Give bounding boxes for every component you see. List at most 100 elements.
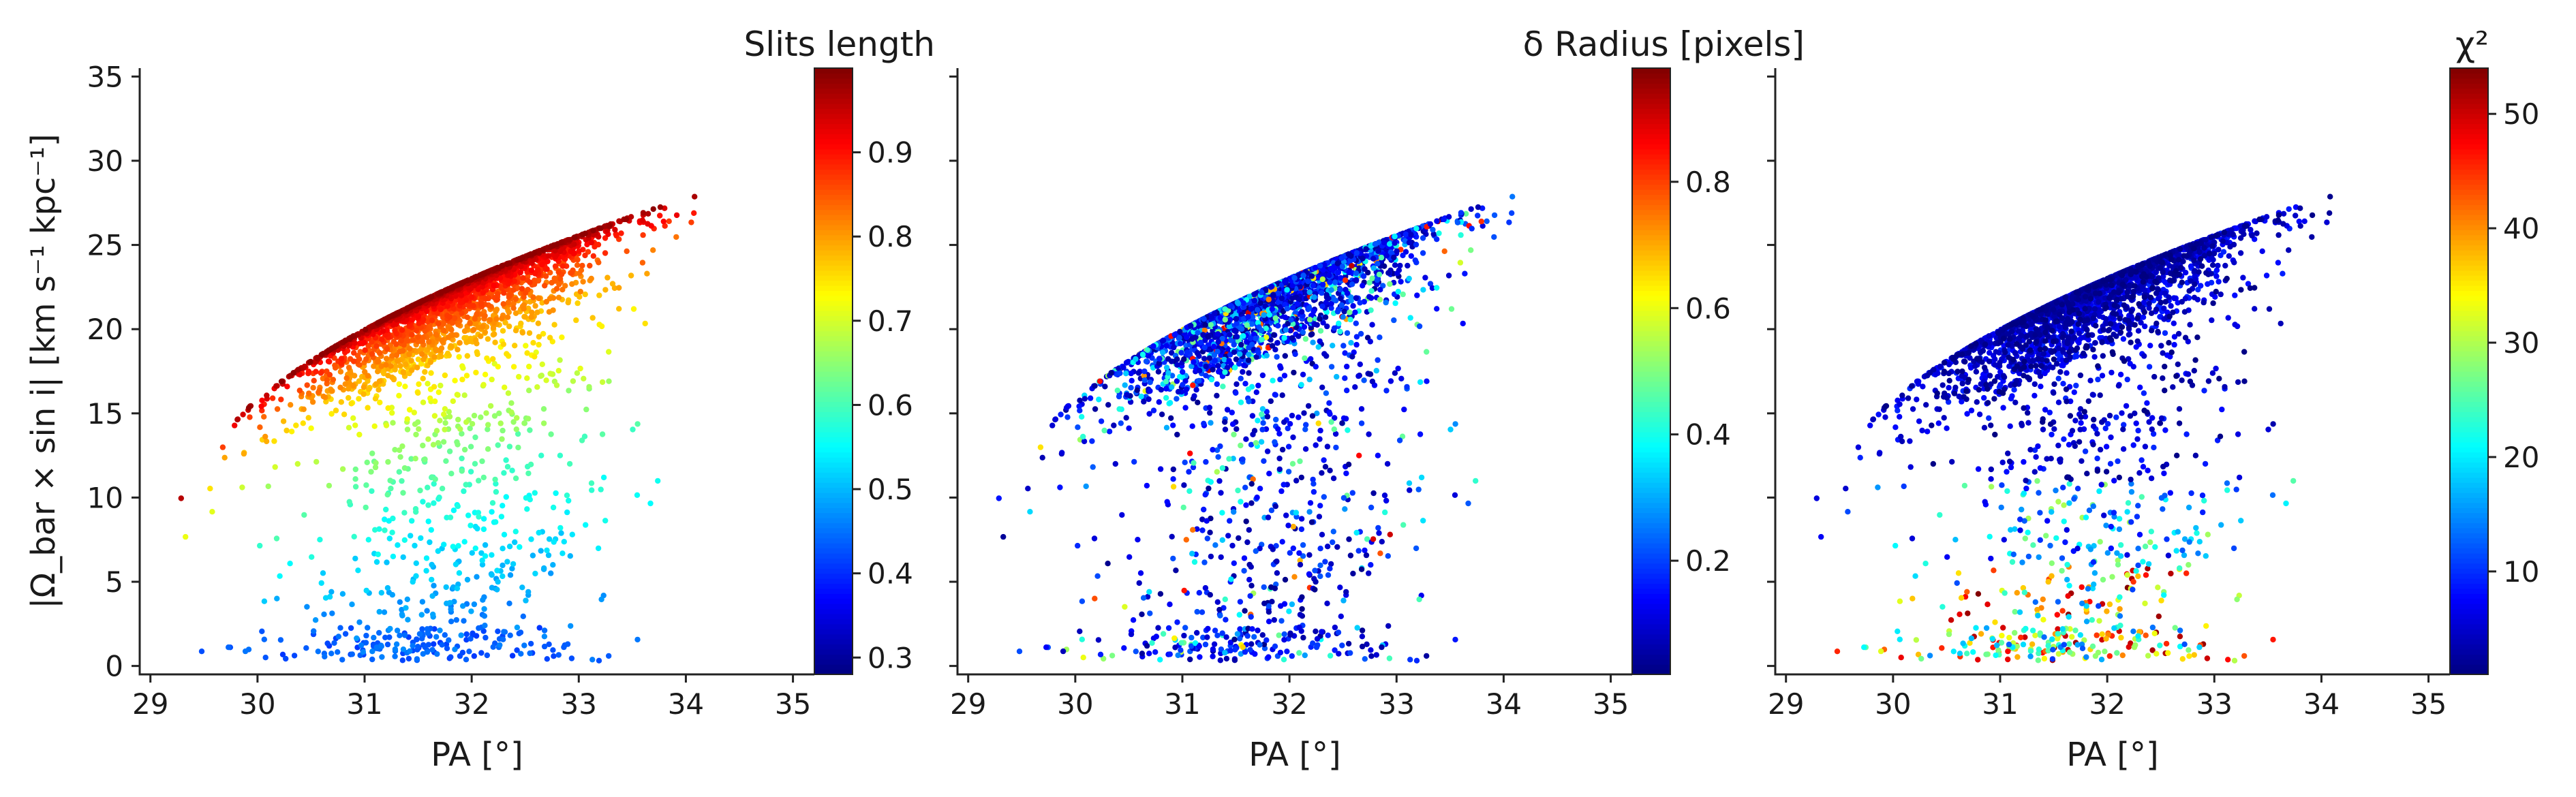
data-point [324,377,330,384]
data-point [406,351,412,358]
data-point [1243,502,1249,508]
data-point [1114,388,1121,394]
data-point [461,488,467,495]
data-point [604,275,611,281]
colorbar-segment [814,543,853,549]
data-point [1261,584,1267,591]
data-point [1322,559,1328,565]
colorbar-segment [814,154,853,160]
data-point [525,416,532,422]
data-point [606,349,612,355]
data-point [688,219,694,225]
data-point [306,390,312,396]
data-point [1281,334,1287,341]
colorbar-segment [814,512,853,518]
colorbar-segment [814,422,853,428]
colorbar-segment [814,265,853,271]
data-point [1208,420,1214,426]
colorbar-tick-label: 0.8 [868,220,913,253]
data-point [361,391,367,397]
data-point [586,384,592,390]
data-point [581,375,587,381]
data-point [588,480,595,486]
data-point [454,585,461,591]
data-point [1491,234,1497,240]
data-point [259,628,265,634]
data-point [373,343,380,349]
colorbar-segment [814,401,853,407]
data-point [448,343,455,349]
data-point [1404,384,1410,390]
data-point [1285,522,1291,529]
data-point [455,503,461,510]
data-point [1338,613,1345,619]
data-point [516,373,522,380]
x-tick-label: 33 [561,687,597,721]
data-point [634,636,641,643]
data-point [431,582,437,589]
data-point [482,623,488,629]
data-point [538,452,545,458]
data-point [339,466,346,472]
colorbar-segment [814,184,853,190]
data-point [599,379,606,386]
colorbar-segment [814,356,853,362]
data-point [420,316,427,322]
data-point [1259,632,1266,638]
data-point [476,514,482,520]
data-point [480,474,487,481]
colorbar-tick-label: 0.3 [868,641,913,674]
data-point [434,310,440,316]
data-point [1321,494,1328,500]
data-point [452,377,458,384]
data-point [1126,554,1133,560]
data-point [375,358,381,365]
data-point [527,640,534,647]
scatter-points-slits-length [178,193,698,663]
data-point [381,609,388,615]
data-point [470,302,476,309]
y-tick-label: 35 [87,60,123,93]
data-point [1212,627,1218,634]
data-point [1358,406,1365,412]
data-point [609,281,616,287]
data-point [588,275,594,282]
data-point [541,634,548,640]
data-point [1189,634,1195,641]
data-point [452,646,458,653]
data-point [1240,644,1246,651]
data-point [564,641,571,647]
data-point [1202,584,1209,591]
data-point [1095,637,1102,643]
data-point [566,460,573,467]
data-point [356,431,363,438]
data-point [1231,431,1237,438]
colorbar-segment [814,578,853,584]
data-point [363,632,369,639]
data-point [301,512,307,518]
data-point [662,223,668,229]
data-point [1328,364,1335,370]
data-point [479,561,486,568]
data-point [510,300,517,307]
data-point [420,399,427,405]
data-point [258,403,264,409]
data-point [1327,653,1334,659]
data-point [596,292,602,298]
data-point [277,637,284,643]
data-point [1181,482,1187,488]
data-point [553,490,559,497]
data-point [363,326,369,332]
data-point [440,321,446,328]
data-point [535,320,541,326]
data-point [262,655,269,661]
colorbar-segment [814,537,853,544]
data-point [536,529,542,536]
data-point [1276,466,1283,473]
colorbar-segment [814,467,853,473]
data-point [582,291,588,298]
data-point [274,595,280,601]
data-point [476,478,482,484]
data-point [450,507,457,514]
